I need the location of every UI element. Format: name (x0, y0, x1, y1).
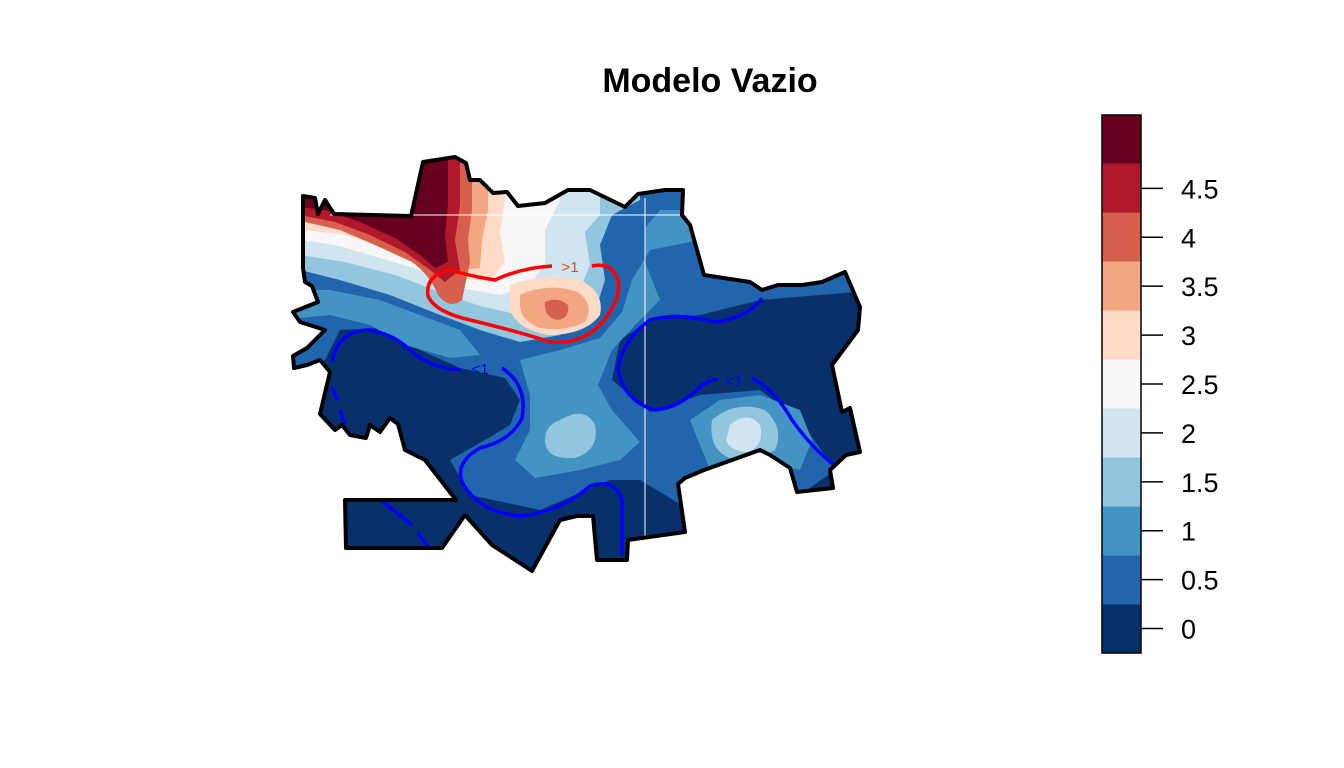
legend-swatch-8 (1102, 212, 1141, 262)
legend-swatch-5 (1102, 359, 1141, 409)
legend-tick-label-3: 1.5 (1181, 468, 1219, 498)
region-boundary (291, 155, 862, 573)
legend-swatch-9 (1102, 163, 1141, 213)
legend-tick-label-2: 1 (1181, 517, 1196, 547)
contour-low-label-east: <1 (725, 373, 742, 390)
legend-tick-label-8: 4 (1181, 223, 1196, 253)
level-1-fill (293, 157, 812, 478)
legend-tick-label-9: 4.5 (1181, 174, 1219, 204)
contour-low-west (330, 328, 461, 372)
contour-low-lines (330, 296, 836, 556)
legend-swatch-1 (1102, 555, 1141, 605)
legend-swatch-3 (1102, 457, 1141, 507)
contour-low-southeast (751, 376, 836, 467)
legend-swatch-0 (1102, 604, 1141, 653)
legend-swatch-4 (1102, 408, 1141, 458)
contour-low-west-tail-2 (338, 409, 347, 425)
legend-tick-label-0: 0 (1181, 615, 1196, 645)
contour-low-east (616, 296, 764, 412)
contour-high-label: >1 (561, 259, 578, 276)
contour-low-west-tail (330, 387, 340, 401)
legend-swatch-2 (1102, 506, 1141, 556)
surface-map: >1 <1 <1 (291, 155, 862, 573)
map-title: Modelo Vazio (602, 62, 817, 100)
contour-low-south (381, 500, 414, 527)
contour-low-label: <1 (471, 361, 488, 378)
legend-swatch-10 (1102, 115, 1141, 164)
legend-tick-label-5: 2.5 (1181, 370, 1219, 400)
legend-swatch-6 (1102, 310, 1141, 360)
contour-low-south-tail (416, 531, 430, 548)
legend-tick-label-6: 3 (1181, 321, 1196, 351)
legend-swatch-7 (1102, 261, 1141, 311)
contour-low-center (458, 366, 624, 556)
legend-tick-label-7: 3.5 (1181, 272, 1219, 302)
contour-high (425, 263, 621, 345)
legend-tick-label-1: 0.5 (1181, 566, 1219, 596)
legend-tick-label-4: 2 (1181, 419, 1196, 449)
color-legend: 0 0.5 1 1.5 2 2.5 3 3.5 4 4.5 (1101, 114, 1219, 654)
